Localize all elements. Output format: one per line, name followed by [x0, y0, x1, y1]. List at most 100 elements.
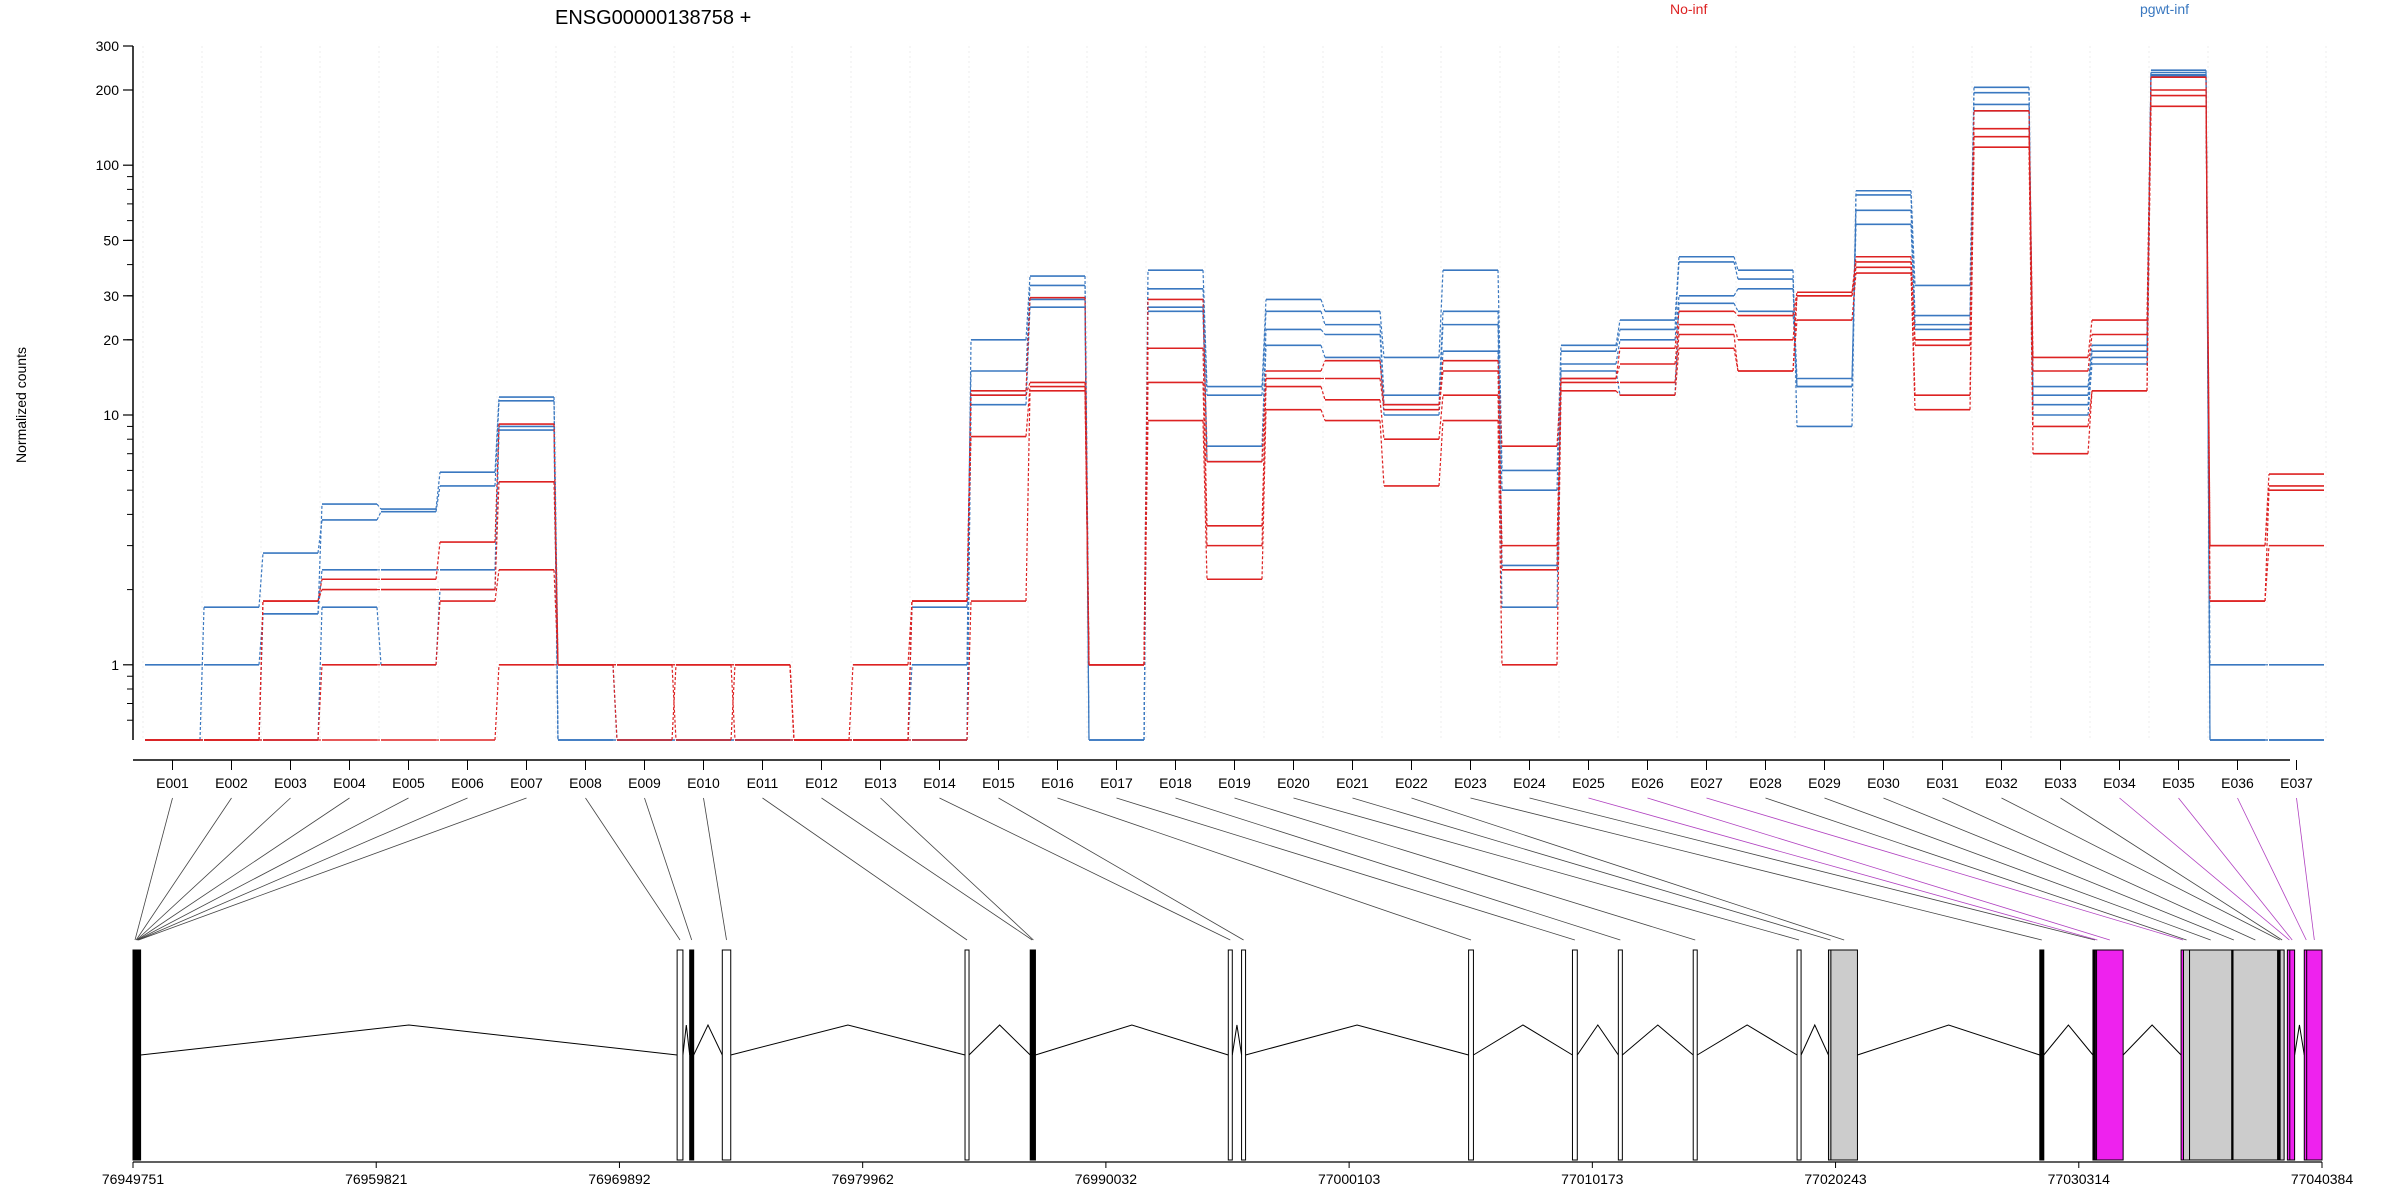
connector-e028 — [1765, 797, 2187, 941]
series-step — [2087, 319, 2093, 358]
series-step — [1792, 279, 1798, 387]
series-step — [789, 664, 795, 741]
series-no-inf-4 — [145, 76, 2324, 741]
connector-e008 — [585, 797, 681, 941]
series-step — [612, 664, 618, 741]
series-step — [1379, 420, 1385, 486]
series-step — [1851, 273, 1857, 321]
y-tick-label: 20 — [103, 332, 119, 348]
x-tick-label-e021: E021 — [1336, 775, 1369, 791]
exon-e013 — [1030, 949, 1036, 1161]
series-step — [435, 600, 441, 665]
exon-e035 — [2289, 949, 2296, 1161]
series-step — [1261, 370, 1267, 462]
series-step — [1615, 390, 1621, 396]
series-step — [1615, 339, 1621, 365]
series-step — [1320, 360, 1326, 372]
series-step — [1084, 390, 1090, 665]
y-tick-label: 10 — [103, 407, 119, 423]
x-tick-label-e037: E037 — [2280, 775, 2313, 791]
connector-e021 — [1352, 797, 1831, 941]
series-step — [966, 339, 972, 665]
intron — [1035, 1024, 1229, 1056]
y-axis: 1 10 20 30 50 100 200 300 — [96, 38, 134, 740]
series-step — [1674, 324, 1680, 365]
connector-e029 — [1824, 797, 2211, 941]
exon-e014 — [1227, 949, 1233, 1161]
exon-e008 — [676, 949, 684, 1161]
x-tick-label-e016: E016 — [1041, 775, 1074, 791]
exon-e026 — [2096, 949, 2124, 1161]
genomic-tick-label: 77030314 — [2048, 1171, 2111, 1187]
series-step — [2087, 345, 2093, 387]
connector-e024 — [1529, 797, 2096, 941]
series-step — [2146, 89, 2152, 335]
connector-e004 — [136, 797, 350, 941]
series-step — [317, 664, 323, 741]
series-step — [1202, 270, 1208, 387]
y-tick-label: 100 — [96, 157, 120, 173]
series-step — [730, 664, 736, 741]
exon-e019 — [1692, 949, 1698, 1161]
connector-e015 — [998, 797, 1244, 941]
series-step — [199, 607, 205, 741]
series-step — [1674, 295, 1680, 340]
series-step — [966, 436, 972, 602]
series-step — [1497, 395, 1503, 570]
connector-e032 — [2001, 797, 2280, 941]
x-axis: E001 E002 E003 E004 E005 E006 E007 E008 E009 E010… — [133, 759, 2313, 791]
intron — [1800, 1023, 1829, 1056]
series-step — [2087, 357, 2093, 405]
x-tick-label-e014: E014 — [923, 775, 956, 791]
connector-e033 — [2060, 797, 2283, 941]
exon-e009 — [689, 949, 695, 1161]
series-step — [317, 519, 323, 554]
series-step — [1497, 420, 1503, 665]
series-step — [435, 485, 441, 512]
connector-e018 — [1175, 797, 1621, 941]
exon-e011 — [964, 949, 970, 1161]
series-step — [907, 601, 913, 741]
series-step — [1438, 395, 1444, 440]
series-step — [1320, 299, 1326, 312]
x-tick-label-e019: E019 — [1218, 775, 1251, 791]
y-tick-label: 30 — [103, 288, 119, 304]
exon-e007 — [136, 949, 142, 1161]
intron — [2294, 1024, 2305, 1056]
connector-e036 — [2237, 797, 2307, 941]
series-step — [848, 664, 854, 741]
connector-e014 — [939, 797, 1231, 941]
series-step — [1438, 270, 1444, 358]
series-step — [1733, 256, 1739, 271]
x-tick-label-e020: E020 — [1277, 775, 1310, 791]
x-tick-label-e011: E011 — [747, 775, 779, 791]
connector-e003 — [136, 797, 291, 941]
intron — [1473, 1024, 1573, 1056]
connector-e005 — [137, 797, 409, 941]
intron — [1576, 1024, 1619, 1056]
intron — [682, 1024, 691, 1056]
series-step — [376, 511, 382, 521]
x-tick-label-e001: E001 — [156, 775, 189, 791]
connector-e035 — [2178, 797, 2293, 941]
series-step — [2087, 363, 2093, 416]
connector-e023 — [1470, 797, 2042, 941]
intron — [1857, 1024, 2040, 1056]
genomic-tick-label: 77010173 — [1561, 1171, 1624, 1187]
x-tick-label-e027: E027 — [1690, 775, 1723, 791]
intron — [730, 1024, 966, 1056]
series-step — [1261, 311, 1267, 396]
series-step — [1910, 224, 1916, 330]
series-step — [1792, 319, 1798, 372]
connector-e010 — [703, 797, 727, 941]
intron — [693, 1023, 723, 1056]
series-step — [1733, 288, 1739, 297]
connector-e025 — [1588, 797, 2098, 941]
legend-no-inf: No-inf — [1670, 1, 1707, 17]
x-tick-label-e007: E007 — [510, 775, 543, 791]
series-step — [1438, 324, 1444, 405]
series-step — [1025, 297, 1031, 391]
series-step — [317, 579, 323, 602]
connector-e027 — [1706, 797, 2184, 941]
